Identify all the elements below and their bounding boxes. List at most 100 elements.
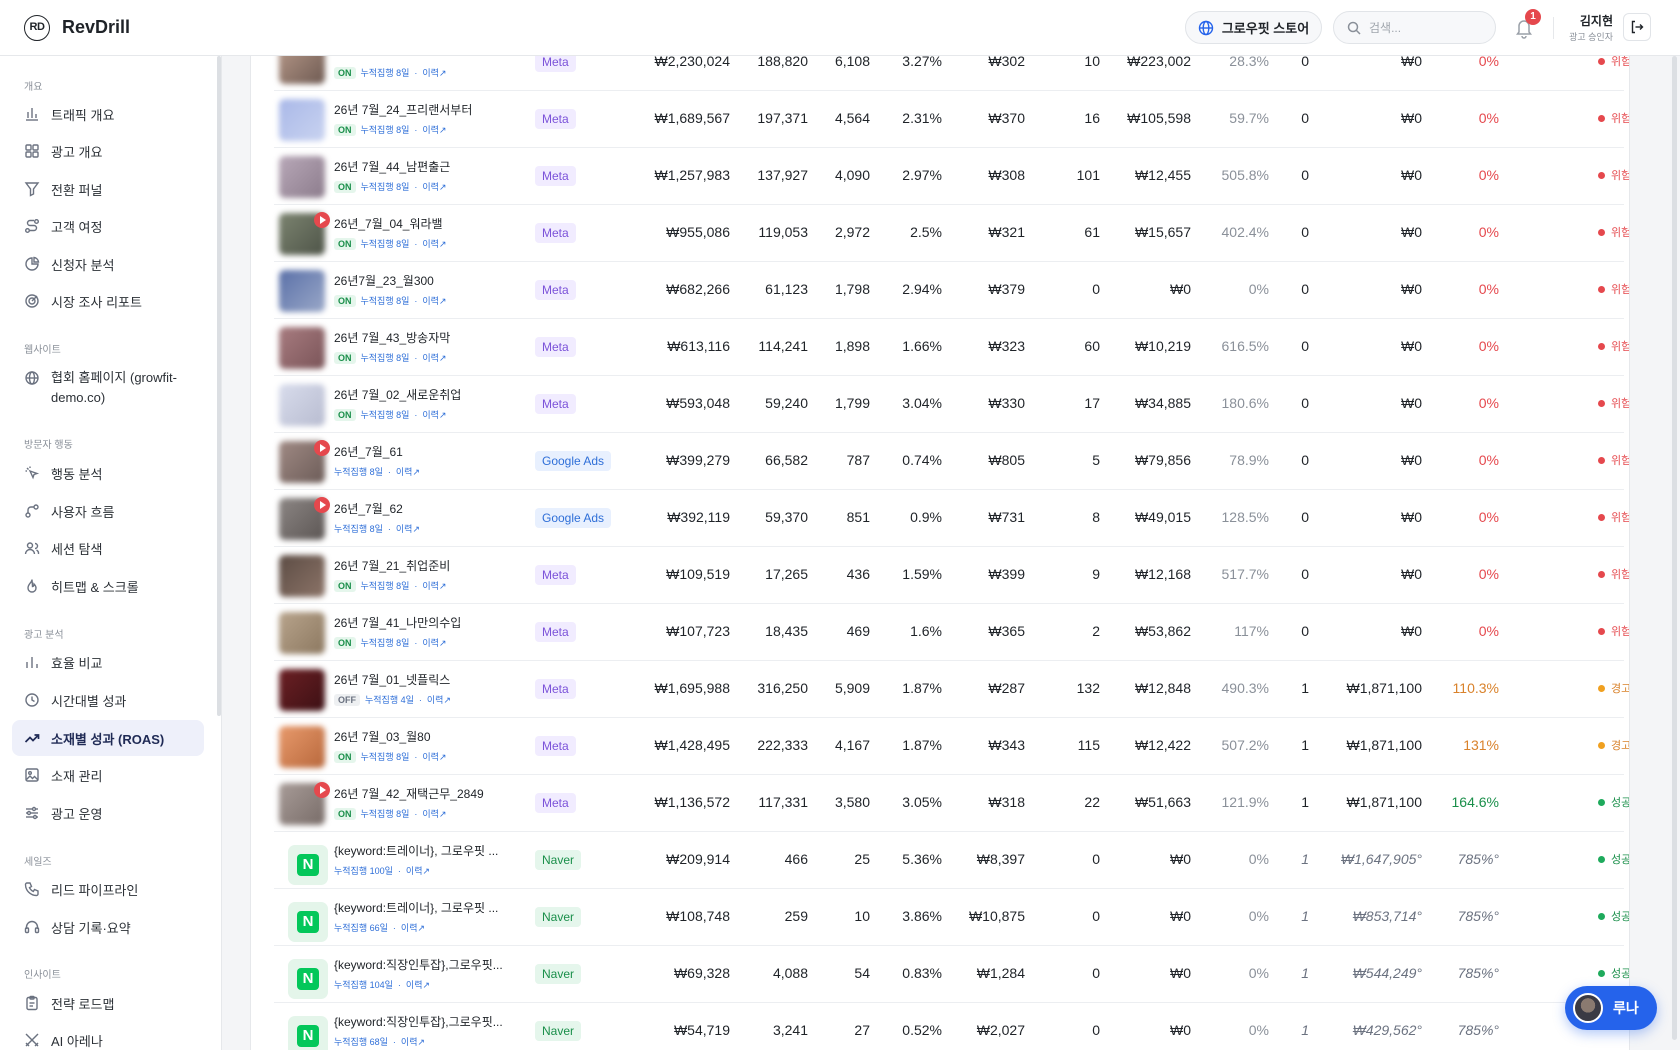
table-row[interactable]: 26년 7월_21_취업준비 ON 누적집행 8일 · 이력↗ Meta ₩109,519 1…: [274, 547, 1629, 604]
sidebar-item-behavior-analysis[interactable]: 행동 분석: [12, 455, 204, 491]
table-row[interactable]: 26년 7월_02_새로운취업 ON 누적집행 8일 · 이력↗ Meta ₩593,048…: [274, 376, 1629, 433]
cell-leads: 0: [1092, 1022, 1100, 1038]
sidebar-item-market-report[interactable]: 시장 조사 리포트: [12, 283, 204, 319]
table-row[interactable]: N {keyword:트레이너}, 그로우핏 ... 누적집행 66일 · 이력↗ Nav…: [274, 889, 1629, 946]
table-row[interactable]: ON 누적집행 8일 · 이력↗ Meta ₩2,230,024 188,820 6,108 3…: [274, 56, 1629, 91]
history-link[interactable]: 이력↗: [395, 467, 421, 477]
creative-thumbnail[interactable]: [279, 669, 325, 711]
cell-cpc: ₩805: [988, 452, 1025, 468]
creative-thumbnail[interactable]: [279, 726, 325, 768]
history-link[interactable]: 이력↗: [422, 182, 447, 192]
sidebar-item-label: 시장 조사 리포트: [51, 294, 142, 310]
history-link[interactable]: 이력↗: [426, 695, 452, 705]
sidebar-item-heatmap[interactable]: 히트맵 & 스크롤: [12, 568, 204, 604]
creative-thumbnail[interactable]: [279, 384, 325, 426]
creative-thumbnail[interactable]: [279, 56, 325, 84]
cell-lead-rate: 78.9%: [1229, 452, 1269, 468]
history-link[interactable]: 이력↗: [422, 353, 447, 363]
history-link[interactable]: 이력↗: [422, 809, 447, 819]
status-label: 경고: [1611, 740, 1630, 752]
status-indicator: 위험: [1598, 623, 1629, 639]
table-row[interactable]: 26년_7월_04_워라밸 ON 누적집행 8일 · 이력↗ Meta ₩955,086 11…: [274, 205, 1629, 262]
history-link[interactable]: 이력↗: [405, 980, 431, 990]
history-link[interactable]: 이력↗: [422, 68, 447, 78]
creative-thumbnail[interactable]: [279, 156, 325, 198]
history-link[interactable]: 이력↗: [422, 239, 447, 249]
history-link[interactable]: 이력↗: [422, 581, 447, 591]
cell-lead-rate: 28.3%: [1229, 56, 1269, 69]
page-scrollbar[interactable]: [1672, 56, 1677, 1040]
history-link[interactable]: 이력↗: [422, 638, 447, 648]
history-link[interactable]: 이력↗: [422, 296, 447, 306]
cell-ctr: 3.86%: [902, 908, 942, 924]
history-link[interactable]: 이력↗: [400, 923, 426, 933]
creative-thumbnail[interactable]: [279, 99, 325, 141]
creative-name: 26년 7월_02_새로운취업: [334, 388, 462, 402]
sidebar-section-overview: 개요: [24, 82, 43, 93]
sidebar-item-ad-overview[interactable]: 광고 개요: [12, 133, 204, 169]
sidebar-item-consult-log[interactable]: 상담 기록·요약: [12, 909, 204, 945]
sidebar-item-creative-management[interactable]: 소재 관리: [12, 757, 204, 793]
creative-thumbnail[interactable]: [279, 327, 325, 369]
history-link[interactable]: 이력↗: [400, 1037, 426, 1047]
logout-button[interactable]: [1623, 13, 1651, 41]
sidebar-item-customer-journey[interactable]: 고객 여정: [12, 208, 204, 244]
history-link[interactable]: 이력↗: [422, 752, 447, 762]
table-row[interactable]: 26년 7월_01_넷플릭스 OFF 누적집행 4일 · 이력↗ Meta ₩1,695,9…: [274, 661, 1629, 718]
cell-cpc: ₩343: [988, 737, 1025, 753]
platform-badge: Naver: [535, 907, 582, 927]
table-row[interactable]: 26년7월_23_월300 ON 누적집행 8일 · 이력↗ Meta ₩682,266 61…: [274, 262, 1629, 319]
table-row[interactable]: 26년 7월_44_남편출근 ON 누적집행 8일 · 이력↗ Meta ₩1,257,98…: [274, 148, 1629, 205]
cell-leads: 60: [1084, 338, 1100, 354]
sidebar-item-user-flow[interactable]: 사용자 흐름: [12, 493, 204, 529]
sidebar-scrollbar[interactable]: [217, 56, 221, 716]
table-row[interactable]: 26년_7월_61 누적집행 8일 · 이력↗ Google Ads ₩399,279 66…: [274, 433, 1629, 490]
cell-cpl: ₩12,455: [1134, 167, 1191, 183]
history-link[interactable]: 이력↗: [422, 125, 447, 135]
search-input[interactable]: [1369, 20, 1479, 35]
status-indicator: 위험: [1598, 224, 1629, 240]
table-row[interactable]: N {keyword:직장인투잡},그로우핏... 누적집행 68일 · 이력↗ Nave…: [274, 1003, 1624, 1050]
cell-clicks: 5,909: [834, 680, 870, 696]
run-duration: 누적집행 8일: [360, 581, 410, 591]
sidebar-item-label: 광고 운영: [51, 806, 103, 822]
cell-impressions: 4,088: [772, 965, 808, 981]
status-on-badge: ON: [334, 180, 356, 193]
sidebar-item-strategy-roadmap[interactable]: 전략 로드맵: [12, 985, 204, 1021]
history-link[interactable]: 이력↗: [422, 410, 447, 420]
table-row[interactable]: N {keyword:직장인투잡},그로우핏... 누적집행 104일 · 이력↗ Nav…: [274, 946, 1629, 1003]
store-switcher-button[interactable]: 그로우핏 스토어: [1185, 11, 1322, 44]
cell-leads: 22: [1084, 794, 1100, 810]
sidebar-item-conversion-funnel[interactable]: 전환 퍼널: [12, 171, 204, 207]
table-row[interactable]: 26년 7월_03_월80 ON 누적집행 8일 · 이력↗ Meta ₩1,428,495…: [274, 718, 1629, 775]
table-row[interactable]: 26년_7월_62 누적집행 8일 · 이력↗ Google Ads ₩392,119 59…: [274, 490, 1629, 547]
cell-spend: ₩955,086: [666, 224, 730, 240]
globe-icon: [25, 371, 39, 385]
naver-logo-icon: N: [288, 902, 328, 942]
sidebar-item-ad-operations[interactable]: 광고 운영: [12, 795, 204, 831]
sidebar-item-ai-arena[interactable]: AI 아레나: [12, 1022, 204, 1050]
sidebar-section-ad-analysis: 광고 분석: [24, 630, 64, 641]
search-field[interactable]: [1333, 11, 1496, 44]
history-link[interactable]: 이력↗: [395, 524, 421, 534]
table-row[interactable]: 26년 7월_24_프리랜서부터 ON 누적집행 8일 · 이력↗ Meta ₩1,689,…: [274, 91, 1629, 148]
sidebar-item-applicant-analysis[interactable]: 신청자 분석: [12, 246, 204, 282]
cell-cpc: ₩323: [988, 338, 1025, 354]
creative-thumbnail[interactable]: [279, 555, 325, 597]
sidebar-item-creative-roas[interactable]: 소재별 성과 (ROAS): [12, 720, 204, 756]
sidebar-item-traffic-overview[interactable]: 트래픽 개요: [12, 96, 204, 132]
creative-thumbnail[interactable]: [279, 270, 325, 312]
history-link[interactable]: 이력↗: [405, 866, 431, 876]
table-row[interactable]: N {keyword:트레이너}, 그로우핏 ... 누적집행 100일 · 이력↗ Na…: [274, 832, 1629, 889]
creative-thumbnail[interactable]: [279, 612, 325, 654]
sidebar-item-homepage[interactable]: 협회 홈페이지 (growfit-demo.co): [12, 368, 204, 412]
table-row[interactable]: 26년 7월_43_방송자막 ON 누적집행 8일 · 이력↗ Meta ₩613,116 1…: [274, 319, 1629, 376]
sidebar-item-lead-pipeline[interactable]: 리드 파이프라인: [12, 871, 204, 907]
assistant-chat-button[interactable]: 루나: [1565, 986, 1657, 1030]
table-row[interactable]: 26년 7월_42_재택근무_2849 ON 누적집행 8일 · 이력↗ Meta ₩1,1…: [274, 775, 1629, 832]
sidebar-item-session-explore[interactable]: 세션 탐색: [12, 530, 204, 566]
naver-logo-icon: N: [288, 959, 328, 999]
table-row[interactable]: 26년 7월_41_나만의수입 ON 누적집행 8일 · 이력↗ Meta ₩107,723…: [274, 604, 1629, 661]
sidebar-item-efficiency-compare[interactable]: 효율 비교: [12, 644, 204, 680]
sidebar-item-hourly-performance[interactable]: 시간대별 성과: [12, 682, 204, 718]
